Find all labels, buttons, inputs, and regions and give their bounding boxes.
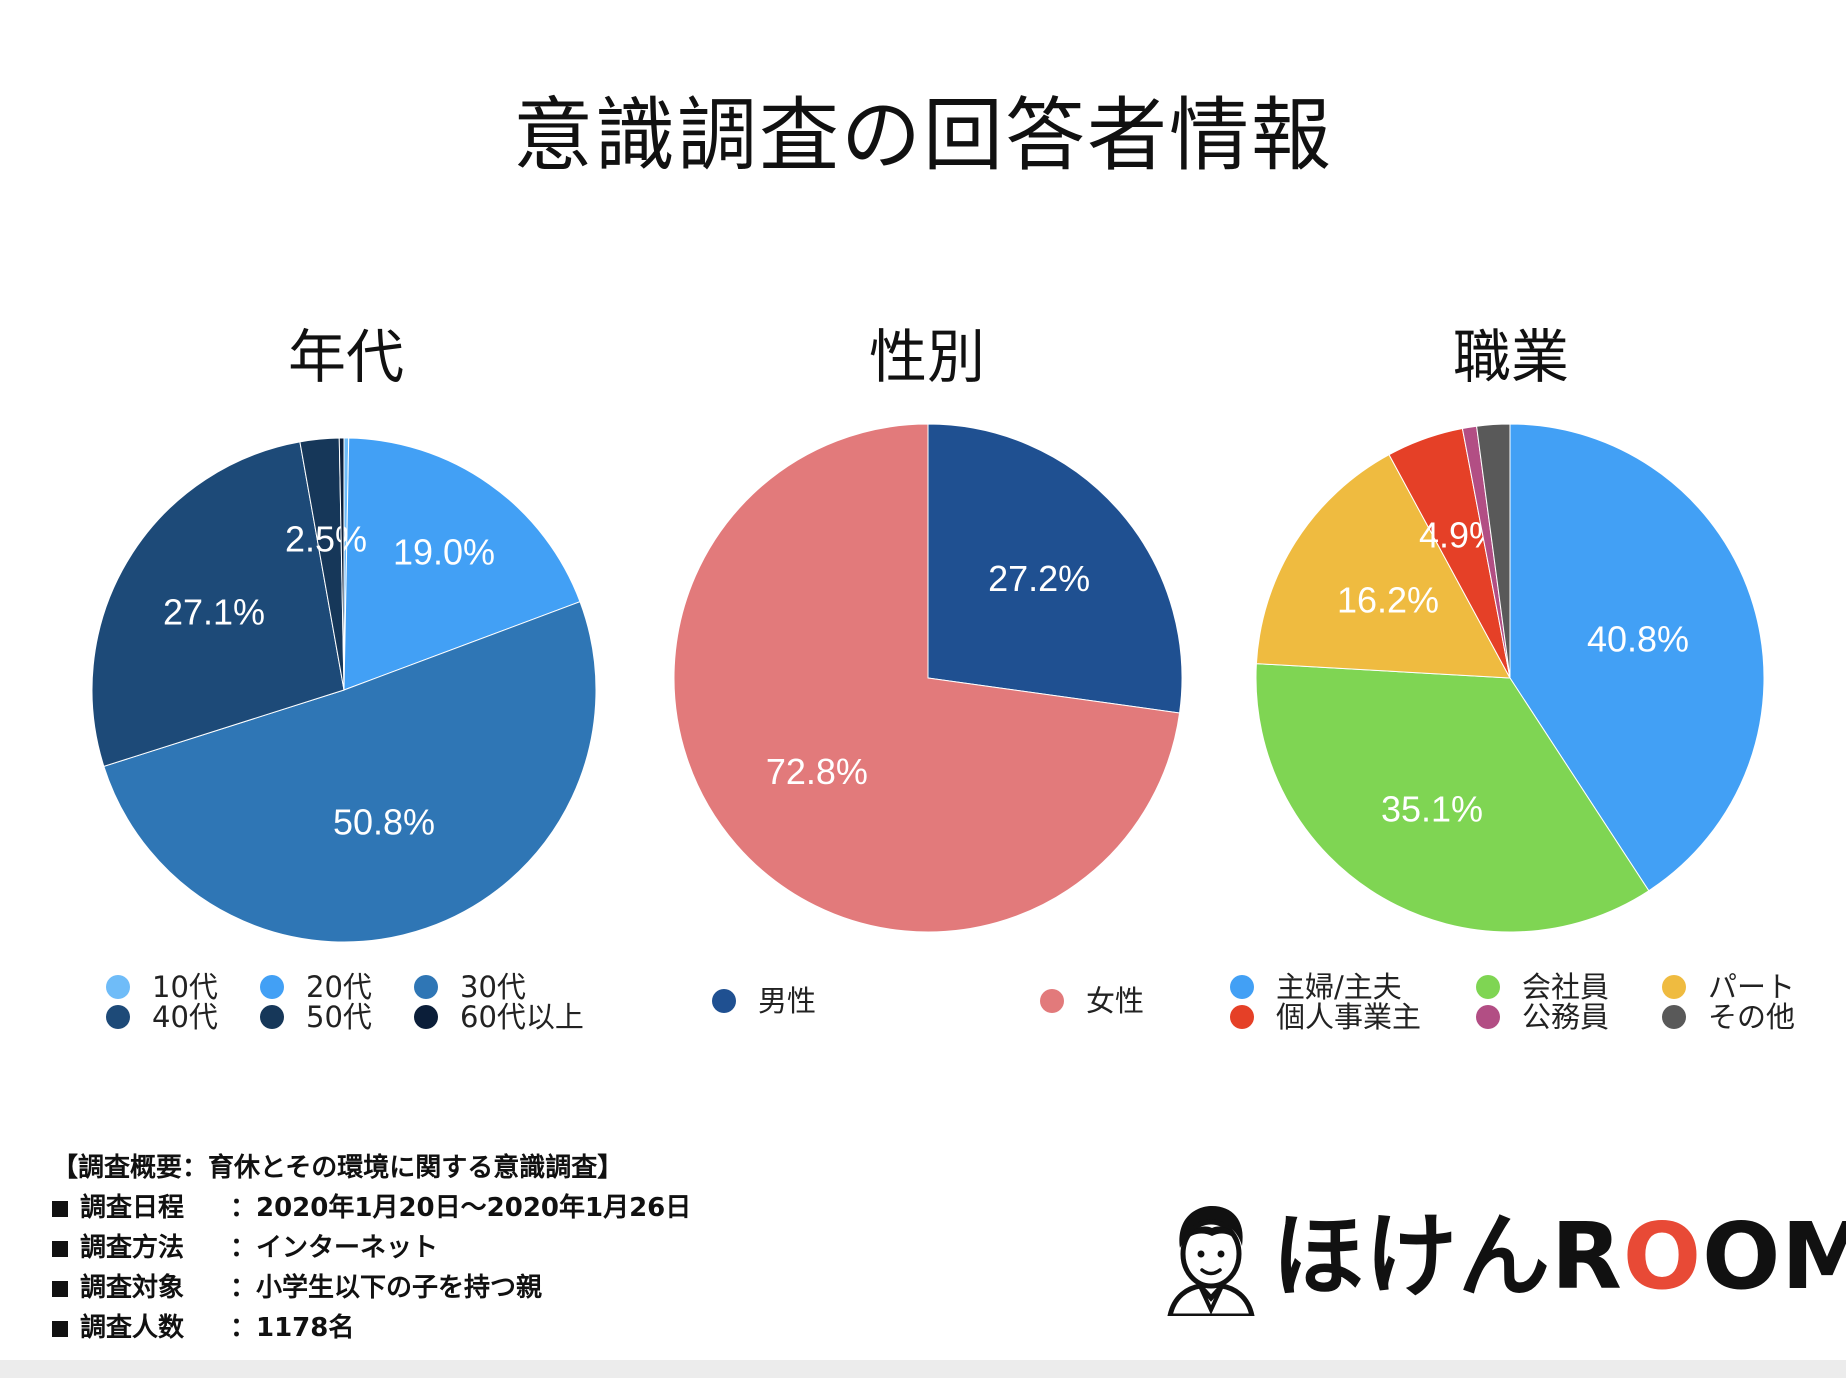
legend-label: 50代 (306, 1000, 372, 1034)
pie-data-label: 2.5% (285, 519, 367, 560)
page-title: 意識調査の回答者情報 (513, 89, 1333, 182)
legend-label: 公務員 (1522, 1000, 1610, 1034)
legend-swatch (1040, 989, 1064, 1013)
legend-label: その他 (1708, 1000, 1796, 1034)
legend-swatch (1662, 975, 1686, 999)
pie-data-label: 50.8% (333, 802, 435, 843)
legend-label: 40代 (152, 1000, 218, 1034)
legend-swatch (414, 975, 438, 999)
survey-row: 調査日程 ：2020年1月20日〜2020年1月26日 (52, 1188, 691, 1228)
pie-slice-age (343, 437, 581, 691)
pie-slice-age (103, 601, 597, 943)
survey-row: 調査対象 ：小学生以下の子を持つ親 (52, 1268, 691, 1308)
pie-slice-occupation (1255, 453, 1511, 679)
pie-data-label: 16.2% (1337, 580, 1439, 621)
survey-row: 調査方法 ：インターネット (52, 1228, 691, 1268)
pie-age: 19.0% 50.8% 27.1% 2.5% (91, 437, 597, 943)
pie-slice-occupation (1255, 663, 1650, 933)
legend-swatch (414, 1005, 438, 1029)
legend-label: 女性 (1086, 984, 1145, 1018)
legend-label: 30代 (460, 970, 526, 1004)
pie-slice-age (91, 441, 345, 767)
survey-key: 調査方法 (80, 1233, 185, 1263)
brand-logo: ほけんROOM (1160, 1198, 1846, 1318)
legend-label: パート (1708, 970, 1796, 1004)
pie-slice-gender (927, 423, 1183, 714)
brand-name: ほけんROOM (1272, 1203, 1846, 1310)
legend-swatch (1230, 1005, 1254, 1029)
person-avatar-icon (1167, 1206, 1255, 1316)
pie-occupation: 40.8%35.1%16.2%4.9% (1255, 423, 1765, 933)
legend-swatch (106, 1005, 130, 1029)
legend-label: 会社員 (1522, 970, 1610, 1004)
bullet-square-icon (52, 1281, 68, 1297)
legend-label: 20代 (306, 970, 372, 1004)
legend-label: 10代 (152, 970, 218, 1004)
chart-title-age: 年代 (287, 323, 404, 391)
survey-key: 調査対象 (80, 1273, 185, 1303)
chart-title-occupation: 職業 (1452, 323, 1569, 391)
legend-occupation: 主婦/主夫 会社員 パート 個人事業主 公務員 その他 (1230, 972, 1810, 1036)
survey-heading: 【調査概要：育休とその環境に関する意識調査】 (52, 1153, 624, 1183)
pie-data-label: 27.2% (988, 558, 1090, 599)
legend-label: 個人事業主 (1276, 1000, 1422, 1034)
bullet-square-icon (52, 1241, 68, 1257)
survey-value: ：1178名 (230, 1313, 355, 1343)
bullet-square-icon (52, 1201, 68, 1217)
legend-swatch (1476, 975, 1500, 999)
pie-data-label: 35.1% (1381, 789, 1483, 830)
survey-value: ：インターネット (230, 1233, 439, 1263)
legend-swatch (260, 975, 284, 999)
pie-gender: 27.2% 72.8% (673, 423, 1183, 933)
survey-value: ：小学生以下の子を持つ親 (230, 1273, 543, 1303)
pie-slice-age (338, 437, 345, 691)
survey-key: 調査人数 (80, 1313, 185, 1343)
legend-label: 主婦/主夫 (1276, 970, 1402, 1004)
legend-swatch (1230, 975, 1254, 999)
legend-swatch (1662, 1005, 1686, 1029)
legend-label: 60代以上 (460, 1000, 584, 1034)
legend-swatch (260, 1005, 284, 1029)
pie-slice-gender (673, 423, 1181, 933)
pie-slice-occupation (1476, 423, 1511, 679)
legend-age: 10代 20代 30代 40代 50代 60代以上 (106, 972, 626, 1036)
legend-label: 男性 (758, 984, 817, 1018)
pie-slice-occupation (1509, 423, 1765, 892)
bullet-square-icon (52, 1321, 68, 1337)
legend-swatch (712, 989, 736, 1013)
survey-value: ：2020年1月20日〜2020年1月26日 (230, 1193, 692, 1223)
pie-data-label: 72.8% (766, 751, 868, 792)
pie-data-label: 19.0% (393, 532, 495, 573)
legend-gender: 男性 女性 (712, 986, 1172, 1020)
survey-summary: 【調査概要：育休とその環境に関する意識調査】 調査日程 ：2020年1月20日〜2… (52, 1148, 691, 1348)
legend-swatch (106, 975, 130, 999)
chart-title-gender: 性別 (868, 323, 985, 391)
survey-row: 調査人数 ：1178名 (52, 1308, 691, 1348)
footer-shade (0, 1360, 1846, 1378)
pie-data-label: 40.8% (1587, 619, 1689, 660)
survey-key: 調査日程 (80, 1193, 185, 1223)
legend-swatch (1476, 1005, 1500, 1029)
pie-data-label: 27.1% (163, 592, 265, 633)
